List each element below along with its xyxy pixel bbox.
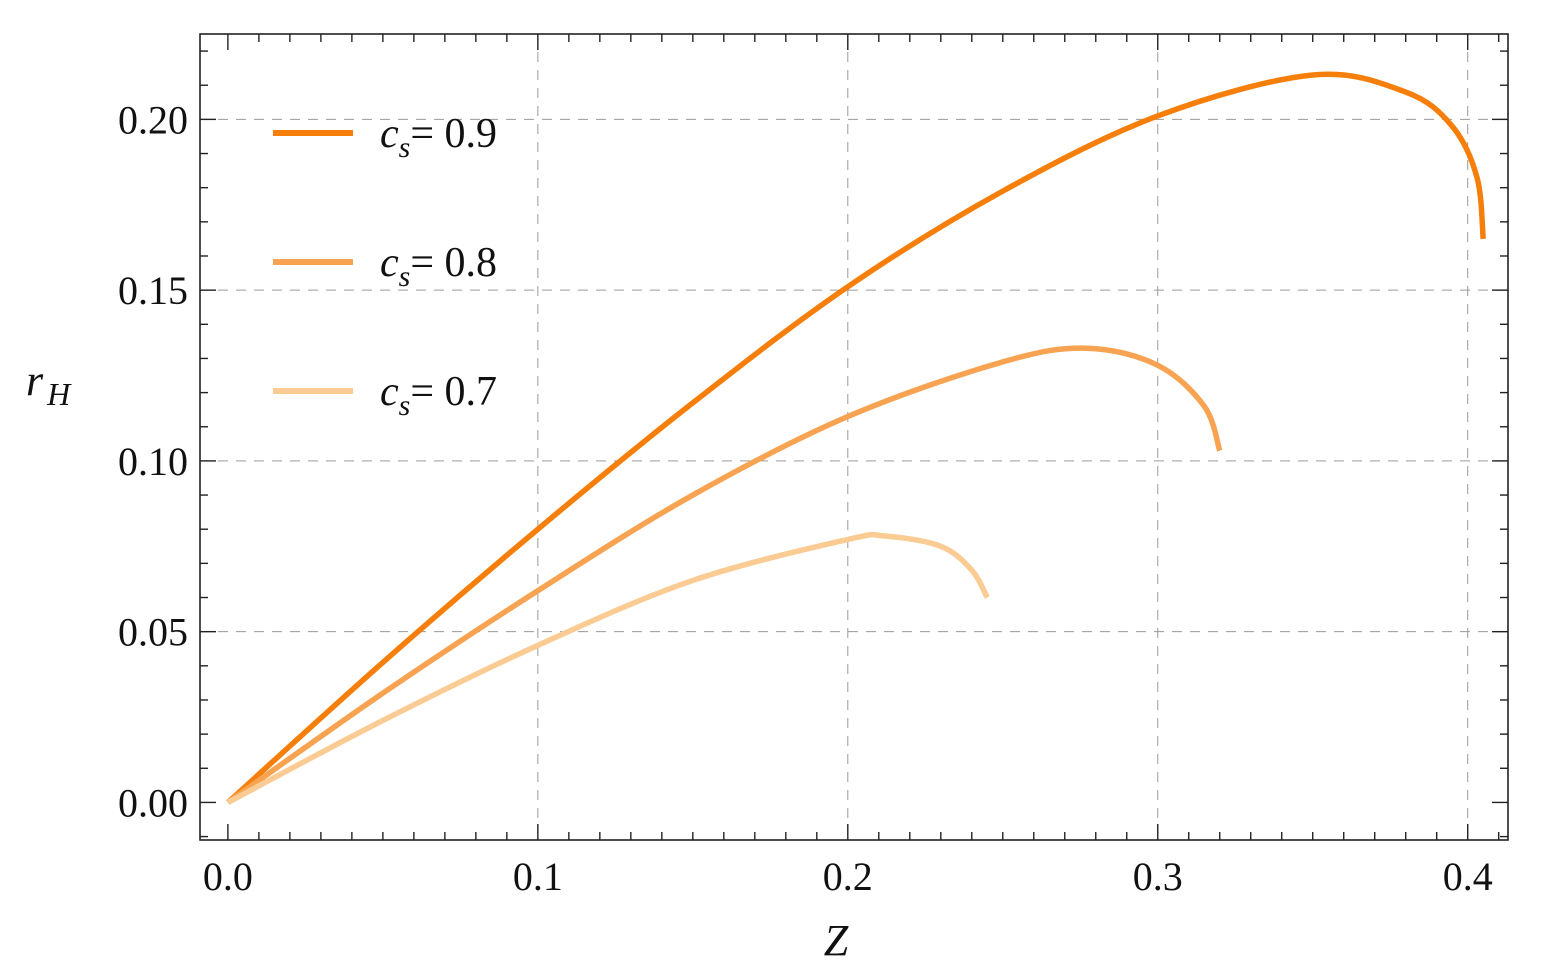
legend-label-var: c <box>380 240 399 286</box>
y-tick-labels: 0.00 0.05 0.10 0.15 0.20 <box>118 97 188 825</box>
x-tick-label: 0.3 <box>1133 854 1183 899</box>
series-line <box>226 531 990 805</box>
y-axis-title-main: r <box>26 356 44 405</box>
y-tick-label: 0.00 <box>118 780 188 825</box>
legend-label: cs= 0.9 <box>380 111 497 164</box>
legend-label-var: c <box>380 369 399 415</box>
tick-marks <box>200 34 1508 840</box>
series-lines <box>226 71 1486 805</box>
y-axis-title-sub: H <box>46 376 72 412</box>
x-axis-title: Z <box>824 916 849 962</box>
series-line <box>226 345 1223 805</box>
x-tick-label: 0.0 <box>203 854 253 899</box>
legend-label: cs= 0.8 <box>380 240 497 293</box>
x-tick-label: 0.2 <box>823 854 873 899</box>
legend-label: cs= 0.7 <box>380 369 497 422</box>
y-tick-label: 0.05 <box>118 610 188 655</box>
legend-label-var: c <box>380 111 399 157</box>
legend-label-value: = 0.8 <box>410 240 497 286</box>
y-tick-label: 0.20 <box>118 97 188 142</box>
legend-label-sub: s <box>399 260 411 293</box>
legend-label-sub: s <box>399 389 411 422</box>
y-tick-label: 0.15 <box>118 268 188 313</box>
x-tick-label: 0.4 <box>1443 854 1493 899</box>
legend-label-value: = 0.9 <box>410 111 497 157</box>
x-tick-labels: 0.0 0.1 0.2 0.3 0.4 <box>203 854 1493 899</box>
legend-label-sub: s <box>399 131 411 164</box>
series-line <box>226 71 1486 805</box>
x-tick-label: 0.1 <box>513 854 563 899</box>
plot-frame <box>199 33 1509 841</box>
legend-label-value: = 0.7 <box>410 369 497 415</box>
y-tick-label: 0.10 <box>118 439 188 484</box>
legend: cs= 0.9cs= 0.8cs= 0.7 <box>273 111 497 422</box>
